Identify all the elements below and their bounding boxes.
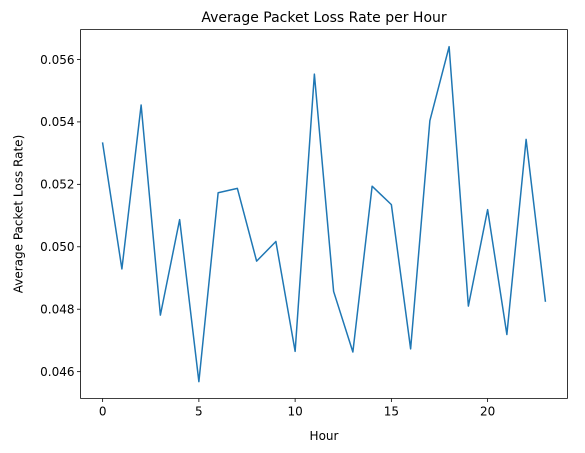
plot-area: 0 5 10 15 20 0.046 0.048 0.050 0.052 0.054 0.056 — [40, 29, 568, 419]
y-tick-label: 0.050 — [40, 240, 74, 254]
x-tick-label: 5 — [195, 405, 203, 419]
x-ticks: 0 5 10 15 20 — [99, 398, 495, 419]
x-axis-label: Hour — [310, 429, 339, 443]
y-ticks: 0.046 0.048 0.050 0.052 0.054 0.056 — [40, 53, 81, 379]
y-tick-label: 0.046 — [40, 365, 74, 379]
series-group — [101, 45, 547, 383]
y-axis-label: Average Packet Loss Rate) — [12, 135, 26, 294]
x-tick-label: 0 — [99, 405, 107, 419]
y-tick-label: 0.048 — [40, 303, 74, 317]
chart-title: Average Packet Loss Rate per Hour — [201, 10, 447, 26]
y-tick-label: 0.056 — [40, 53, 74, 67]
x-tick-label: 15 — [384, 405, 399, 419]
x-tick-label: 20 — [480, 405, 495, 419]
x-tick-label: 10 — [287, 405, 302, 419]
y-tick-label: 0.052 — [40, 178, 74, 192]
series-line-0 — [101, 45, 547, 383]
y-tick-label: 0.054 — [40, 115, 74, 129]
axes-frame — [80, 29, 568, 399]
